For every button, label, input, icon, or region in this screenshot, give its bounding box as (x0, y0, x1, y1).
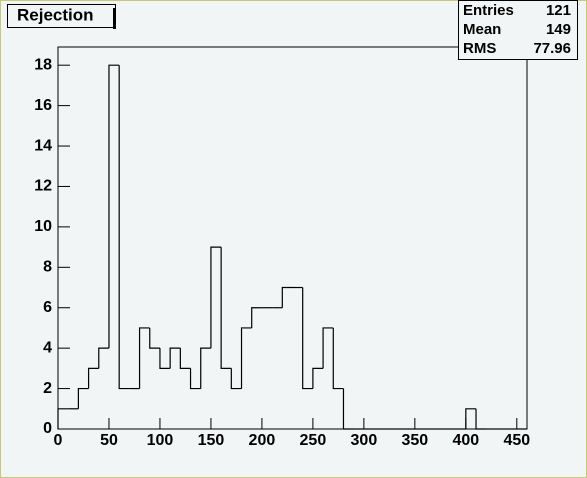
histogram-bin (302, 287, 313, 390)
x-tick-label: 150 (198, 432, 225, 449)
histogram-bin (57, 408, 69, 429)
x-tick-label: 200 (249, 432, 276, 449)
histogram-bin (149, 327, 160, 349)
histogram-bin (322, 327, 334, 369)
y-tick-label: 12 (34, 178, 52, 195)
x-tick-label: 250 (300, 432, 327, 449)
histogram-bin (312, 367, 324, 389)
histogram-bin (108, 64, 120, 349)
x-tick-label: 300 (351, 432, 378, 449)
stats-value: 149 (546, 21, 571, 38)
stats: Entries 121 Mean 149 RMS 77.96 (463, 2, 571, 57)
histogram-bin (169, 347, 181, 369)
chart-title: Rejection (17, 5, 94, 24)
stats-value: 121 (546, 2, 571, 19)
title-shadow (113, 8, 116, 29)
histogram-bin (240, 327, 252, 389)
stats-value: 77.96 (533, 40, 571, 57)
y-tick-label: 14 (34, 137, 52, 154)
stats-label: RMS (463, 40, 496, 57)
y-tick-label: 10 (34, 218, 52, 235)
plot: 0 2 4 6 8 10 12 14 16 18 0 50 100 150 200 250 300 350 400 4… (34, 56, 530, 449)
stats-label: Mean (463, 21, 501, 38)
x-tick-label: 50 (100, 432, 118, 449)
histogram-bin (251, 307, 262, 328)
plot-frame (57, 46, 528, 430)
y-tick-label: 4 (43, 339, 52, 356)
y-tick-label: 2 (43, 380, 52, 397)
histogram-bin (118, 65, 130, 390)
stats-label: Entries (463, 2, 514, 19)
y-tick-label: 18 (34, 56, 52, 73)
histogram-bin (98, 347, 109, 369)
histogram-bin (77, 387, 89, 409)
histogram-bin (189, 368, 201, 390)
histogram-bin (210, 246, 222, 349)
x-tick-label: 350 (401, 432, 428, 449)
x-tick-label: 450 (503, 432, 530, 449)
histogram-bin (475, 408, 487, 430)
histogram-bin (200, 347, 211, 389)
histogram-bin (220, 247, 232, 369)
x-tick-label: 400 (452, 432, 479, 449)
histogram-bin (281, 286, 293, 308)
histogram-bin (179, 348, 191, 369)
y-tick-label: 0 (43, 420, 52, 437)
histogram-bin (332, 327, 344, 390)
stats-box (458, 0, 578, 60)
y-tick-label: 16 (34, 97, 52, 114)
x-tick-label: 100 (147, 432, 174, 449)
y-tick-label: 8 (43, 259, 52, 276)
histogram-bin (159, 348, 171, 369)
histogram-bin (465, 408, 477, 429)
histogram-bin (342, 388, 354, 430)
histogram-bin (138, 327, 150, 389)
y-tick-label: 6 (43, 299, 52, 316)
histogram-bin (87, 367, 99, 389)
x-tick-label: 0 (54, 432, 63, 449)
histogram-bin (230, 368, 242, 390)
